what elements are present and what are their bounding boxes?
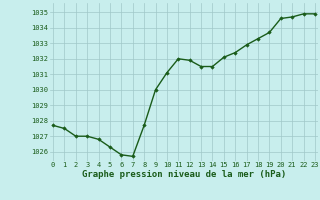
X-axis label: Graphe pression niveau de la mer (hPa): Graphe pression niveau de la mer (hPa) [82, 170, 286, 179]
